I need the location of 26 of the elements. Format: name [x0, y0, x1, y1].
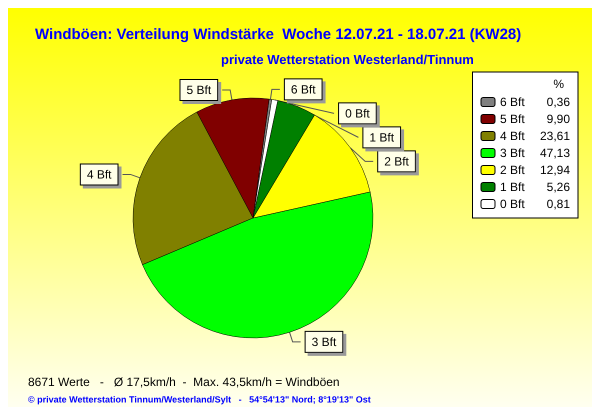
- data-label: 0,81: [546, 197, 570, 211]
- data-label: 5,26: [546, 180, 570, 194]
- data-label: 9,90: [546, 112, 570, 126]
- slice-label: 3 Bft: [312, 334, 337, 349]
- text: 8671 Werte - Ø 17,5km/h - Max. 43,5km/h = Windböen: [28, 375, 340, 389]
- data-label: 23,61: [540, 129, 570, 143]
- legend-label: 3 Bft: [500, 146, 526, 160]
- text: © private Wetterstation Tinnum/Westerland/Sylt - 54°54'13" Nord; 8°19'13" Ost: [28, 394, 371, 404]
- slice-label: 5 Bft: [186, 83, 212, 98]
- legend-label: 1 Bft: [500, 180, 526, 194]
- slice-label: 2 Bft: [384, 154, 410, 168]
- chart-subtitle: private Wetterstation Westerland/Tinnum: [221, 52, 474, 67]
- slice-label: 4 Bft: [86, 167, 112, 182]
- legend-label: 4 Bft: [500, 129, 526, 143]
- data-label: 0,36: [546, 95, 570, 109]
- data-label: 47,13: [540, 146, 570, 160]
- legend-label: 5 Bft: [500, 112, 526, 126]
- legend-title: %: [553, 77, 564, 91]
- data-label: 12,94: [540, 163, 570, 177]
- slice-label: 0 Bft: [345, 106, 370, 120]
- legend-label: 2 Bft: [500, 163, 526, 177]
- chart-title: Windböen: Verteilung Windstärke Woche 12.07.21 - 18.07.21 (KW28): [35, 26, 522, 43]
- legend-label: 6 Bft: [500, 95, 526, 109]
- slice-label: 6 Bft: [290, 82, 316, 96]
- legend-label: 0 Bft: [500, 197, 526, 211]
- slice-label: 1 Bft: [369, 130, 395, 144]
